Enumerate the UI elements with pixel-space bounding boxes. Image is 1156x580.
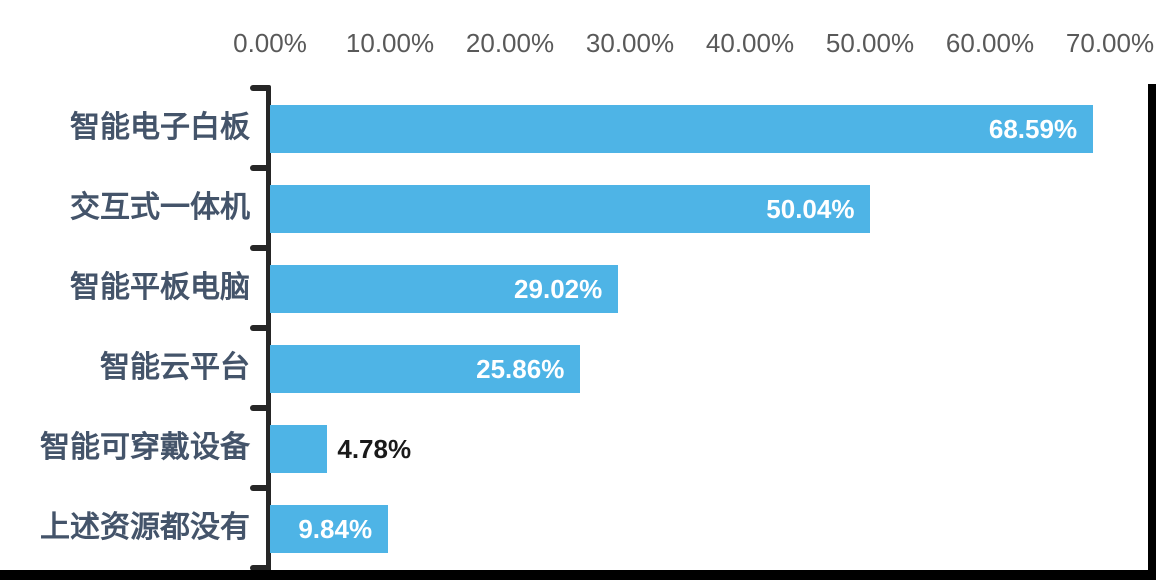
x-axis-tick-label: 0.00%	[233, 28, 307, 58]
category-label: 交互式一体机	[70, 191, 250, 224]
bar-6	[270, 505, 389, 553]
category-label: 智能云平台	[100, 351, 250, 384]
y-axis-tick-mark	[250, 85, 271, 91]
bar-4	[270, 345, 581, 393]
frame-border-right	[1148, 84, 1156, 580]
x-axis-tick-label: 10.00%	[345, 28, 435, 58]
x-axis-tick-label: 30.00%	[585, 28, 675, 58]
bar-2	[270, 185, 871, 233]
bar-value-label: 50.04%	[766, 194, 855, 224]
y-axis-tick-mark	[250, 165, 271, 171]
frame-border-bottom	[0, 570, 1156, 580]
x-axis-tick-label: 20.00%	[465, 28, 555, 58]
bar-value-label: 25.86%	[476, 354, 565, 384]
x-axis-tick-label: 60.00%	[945, 28, 1035, 58]
y-axis-tick-mark	[250, 485, 271, 491]
y-axis-tick-mark	[250, 405, 271, 411]
y-axis-tick-mark	[250, 565, 271, 571]
category-label: 上述资源都没有	[40, 511, 250, 544]
bar-value-label: 68.59%	[988, 114, 1078, 144]
bar-5	[270, 425, 328, 473]
bar-value-label: 9.84%	[298, 514, 373, 544]
x-axis-tick-label: 70.00%	[1065, 28, 1155, 58]
category-label: 智能可穿戴设备	[40, 431, 250, 464]
category-label: 智能平板电脑	[70, 271, 250, 304]
x-axis-tick-label: 50.00%	[825, 28, 915, 58]
y-axis-tick-mark	[250, 325, 271, 331]
bar-value-label: 4.78%	[337, 434, 412, 464]
category-label: 智能电子白板	[70, 111, 250, 144]
bar-3	[270, 265, 619, 313]
x-axis-tick-label: 40.00%	[705, 28, 795, 58]
bar-1	[270, 105, 1094, 153]
y-axis-tick-mark	[250, 245, 271, 251]
bar-value-label: 29.02%	[514, 274, 603, 304]
